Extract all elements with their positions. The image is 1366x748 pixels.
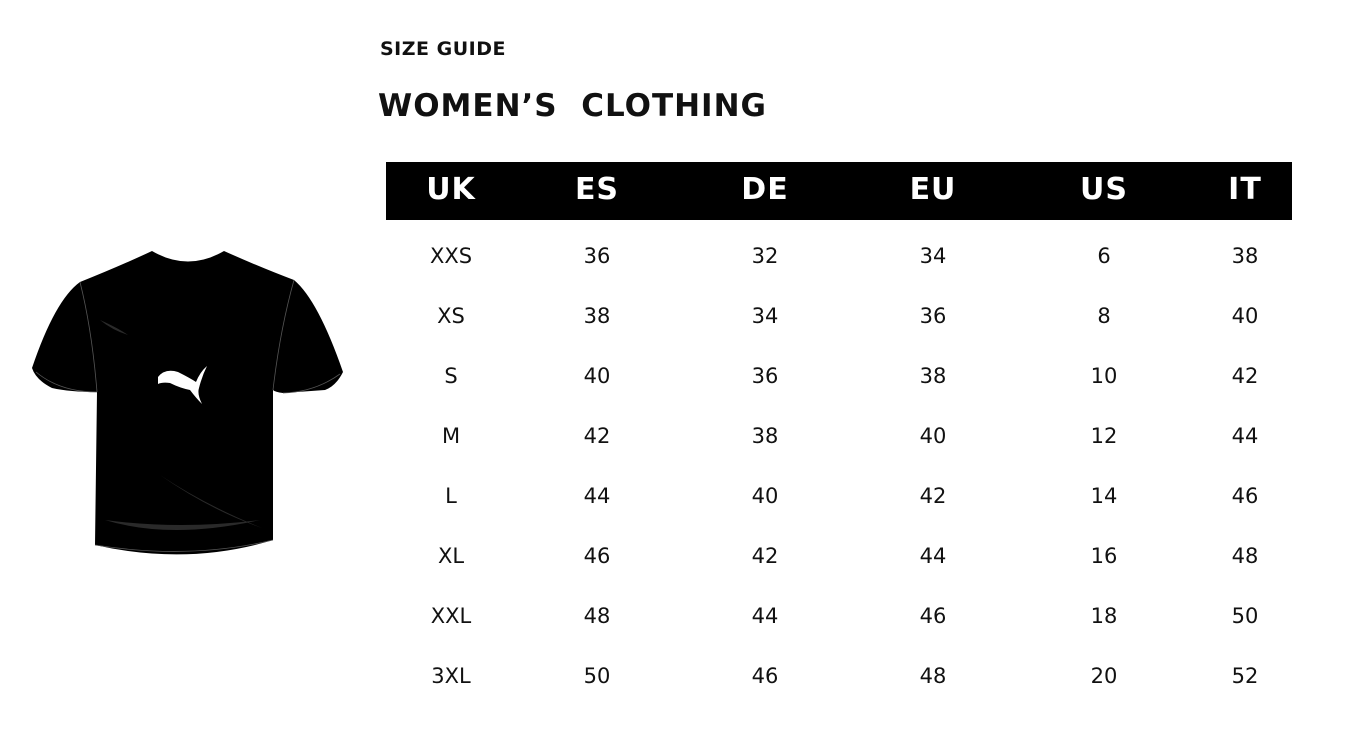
column-header-de: DE bbox=[741, 172, 789, 207]
column-header-eu: EU bbox=[909, 172, 957, 207]
table-row: S 40 36 38 10 42 bbox=[386, 358, 1292, 398]
table-cell: 38 bbox=[751, 424, 779, 448]
table-cell: 10 bbox=[1090, 364, 1118, 388]
table-cell: 40 bbox=[583, 364, 611, 388]
table-cell: 6 bbox=[1097, 244, 1111, 268]
table-cell: 40 bbox=[751, 484, 779, 508]
table-cell: 36 bbox=[919, 304, 947, 328]
table-cell: 36 bbox=[751, 364, 779, 388]
table-cell: 3XL bbox=[431, 664, 471, 688]
table-cell: 52 bbox=[1231, 664, 1259, 688]
section-label: SIZE GUIDE bbox=[380, 38, 506, 60]
table-cell: S bbox=[444, 364, 458, 388]
table-cell: XXL bbox=[430, 604, 472, 628]
table-cell: 34 bbox=[919, 244, 947, 268]
table-cell: 46 bbox=[1231, 484, 1259, 508]
table-cell: 44 bbox=[919, 544, 947, 568]
table-row: XL 46 42 44 16 48 bbox=[386, 538, 1292, 578]
table-cell: L bbox=[445, 484, 457, 508]
table-cell: 48 bbox=[1231, 544, 1259, 568]
table-cell: 20 bbox=[1090, 664, 1118, 688]
puma-logo-icon bbox=[158, 366, 207, 404]
column-header-us: US bbox=[1080, 172, 1128, 207]
table-cell: XXS bbox=[429, 244, 473, 268]
column-header-es: ES bbox=[574, 172, 620, 207]
table-cell: 16 bbox=[1090, 544, 1118, 568]
table-cell: 34 bbox=[751, 304, 779, 328]
table-row: XXS 36 32 34 6 38 bbox=[386, 238, 1292, 278]
table-cell: 38 bbox=[1231, 244, 1259, 268]
table-cell: 42 bbox=[1231, 364, 1259, 388]
table-cell: XL bbox=[437, 544, 465, 568]
table-row: 3XL 50 46 48 20 52 bbox=[386, 658, 1292, 698]
column-header-uk: UK bbox=[426, 172, 476, 207]
table-cell: 38 bbox=[919, 364, 947, 388]
table-cell: 48 bbox=[583, 604, 611, 628]
table-cell: 44 bbox=[1231, 424, 1259, 448]
table-cell: 40 bbox=[1231, 304, 1259, 328]
page-title: WOMEN’S CLOTHING bbox=[378, 88, 767, 124]
tshirt-body bbox=[32, 251, 343, 555]
table-cell: 36 bbox=[583, 244, 611, 268]
table-cell: 42 bbox=[919, 484, 947, 508]
table-cell: 38 bbox=[583, 304, 611, 328]
table-cell: 46 bbox=[751, 664, 779, 688]
table-cell: 18 bbox=[1090, 604, 1118, 628]
table-cell: 46 bbox=[583, 544, 611, 568]
table-row: XXL 48 44 46 18 50 bbox=[386, 598, 1292, 638]
table-header: UK ES DE EU US IT bbox=[386, 162, 1292, 220]
table-row: XS 38 34 36 8 40 bbox=[386, 298, 1292, 338]
table-cell: 8 bbox=[1097, 304, 1111, 328]
table-cell: 50 bbox=[1231, 604, 1259, 628]
table-cell: M bbox=[441, 424, 461, 448]
table-cell: XS bbox=[437, 304, 465, 328]
column-header-it: IT bbox=[1228, 172, 1262, 207]
table-cell: 44 bbox=[751, 604, 779, 628]
table-cell: 44 bbox=[583, 484, 611, 508]
tshirt-image bbox=[32, 251, 343, 555]
table-cell: 40 bbox=[919, 424, 947, 448]
table-cell: 46 bbox=[919, 604, 947, 628]
table-row: L 44 40 42 14 46 bbox=[386, 478, 1292, 518]
table-cell: 14 bbox=[1090, 484, 1118, 508]
table-cell: 32 bbox=[751, 244, 779, 268]
table-row: M 42 38 40 12 44 bbox=[386, 418, 1292, 458]
table-cell: 12 bbox=[1090, 424, 1118, 448]
table-cell: 50 bbox=[583, 664, 611, 688]
table-cell: 42 bbox=[583, 424, 611, 448]
table-cell: 48 bbox=[919, 664, 947, 688]
table-cell: 42 bbox=[751, 544, 779, 568]
